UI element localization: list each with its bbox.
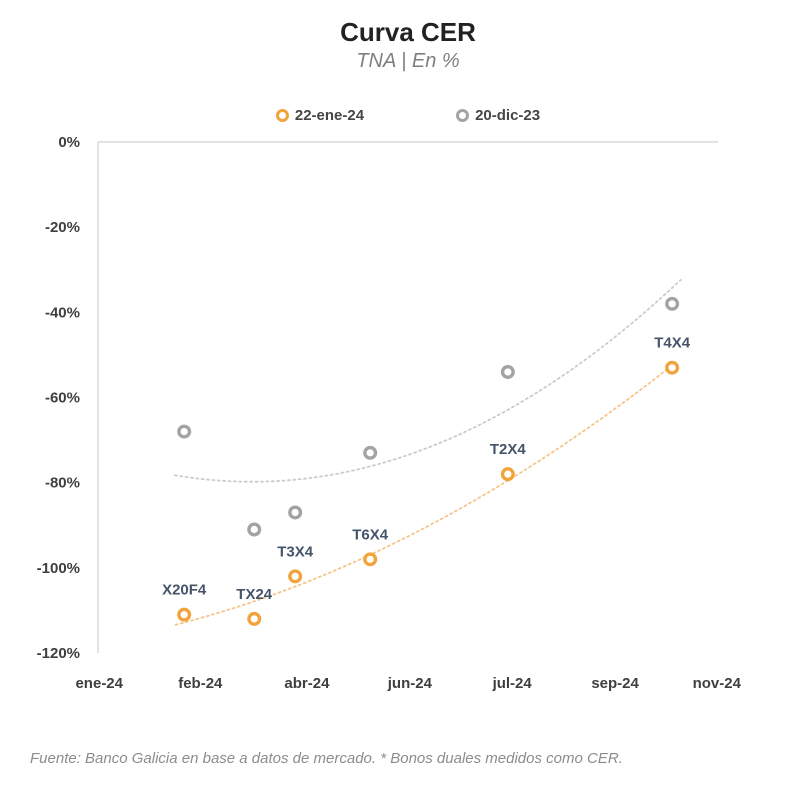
- x-tick-label: ene-24: [75, 675, 123, 692]
- x-tick-label: nov-24: [693, 675, 742, 692]
- point-label-X20F4: X20F4: [162, 582, 207, 599]
- legend-label: 22-ene-24: [294, 107, 365, 124]
- ring-icon: [456, 109, 470, 122]
- data-point-20-dic-23: [247, 522, 262, 537]
- trendline-22-ene-24: [174, 364, 673, 626]
- point-label-T2X4: T2X4: [490, 441, 527, 458]
- x-tick-label: jul-24: [492, 675, 533, 692]
- y-tick-label: 0%: [58, 134, 80, 151]
- trendline-20-dic-23: [174, 278, 682, 483]
- data-point-20-dic-23: [500, 364, 515, 379]
- legend-label: 20-dic-23: [475, 107, 541, 124]
- y-tick-label: -40%: [45, 304, 80, 321]
- data-point-T2X4: [500, 467, 515, 482]
- data-point-20-dic-23: [177, 424, 192, 439]
- legend-item-22-ene-24: 22-ene-24: [275, 107, 365, 124]
- x-tick-label: feb-24: [178, 675, 223, 692]
- point-label-T6X4: T6X4: [352, 526, 389, 543]
- point-label-T3X4: T3X4: [277, 543, 314, 560]
- y-tick-label: -60%: [45, 390, 80, 407]
- chart-header: Curva CER TNA | En %: [8, 18, 800, 73]
- x-tick-label: sep-24: [591, 675, 639, 692]
- data-point-20-dic-23: [288, 505, 303, 520]
- data-point-X20F4: [177, 607, 192, 622]
- data-point-T6X4: [363, 552, 378, 567]
- x-tick-label: abr-24: [284, 675, 330, 692]
- data-point-20-dic-23: [363, 445, 378, 460]
- y-tick-label: -120%: [37, 645, 80, 662]
- data-point-T4X4: [665, 360, 680, 375]
- y-tick-label: -80%: [45, 475, 80, 492]
- point-label-T4X4: T4X4: [654, 335, 691, 352]
- x-tick-label: jun-24: [387, 675, 433, 692]
- ring-icon: [275, 109, 289, 122]
- point-label-TX24: TX24: [236, 586, 273, 603]
- chart-subtitle: TNA | En %: [356, 49, 460, 72]
- legend-item-20-dic-23: 20-dic-23: [456, 107, 540, 124]
- y-tick-label: -100%: [37, 560, 80, 577]
- data-point-TX24: [247, 611, 262, 626]
- y-tick-label: -20%: [45, 219, 80, 236]
- source-note: Fuente: Banco Galicia en base a datos de…: [30, 750, 623, 767]
- data-point-20-dic-23: [665, 296, 680, 311]
- chart-legend: 22-ene-24 20-dic-23: [98, 107, 718, 124]
- data-point-T3X4: [288, 569, 303, 584]
- chart-title: Curva CER: [340, 17, 476, 47]
